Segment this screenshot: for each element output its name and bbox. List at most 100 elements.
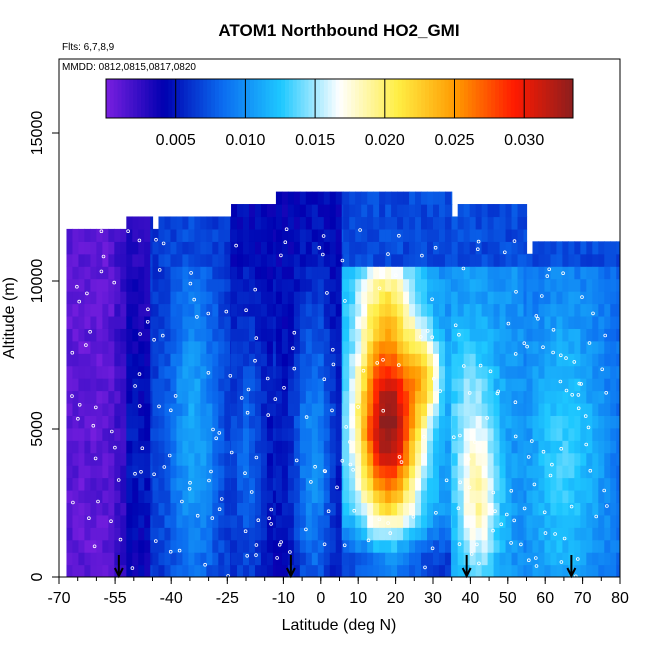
heatmap-cell (182, 266, 189, 280)
heatmap-cell (206, 452, 213, 466)
heatmap-cell (194, 427, 201, 441)
heatmap-cell (444, 315, 452, 329)
heatmap-cell (317, 216, 325, 230)
heatmap-cell (341, 278, 344, 292)
sample-point (112, 280, 116, 285)
sample-point (226, 574, 230, 577)
heatmap-cell (438, 502, 446, 516)
heatmap-cell (170, 291, 178, 305)
heatmap-cell (200, 514, 207, 528)
heatmap-cell (343, 390, 350, 404)
heatmap-cell (532, 452, 540, 466)
heatmap-cell (574, 527, 581, 541)
heatmap-cell (469, 253, 477, 267)
heatmap-cell (481, 241, 489, 255)
heatmap-cell (293, 514, 301, 528)
heatmap-cell (511, 241, 519, 255)
heatmap-cell (335, 340, 343, 354)
heatmap-cell (397, 241, 404, 255)
heatmap-cell (409, 204, 416, 218)
heatmap-cell (66, 465, 74, 479)
heatmap-cell (349, 204, 356, 218)
heatmap-cell (138, 465, 145, 479)
heatmap-cell (433, 204, 440, 218)
heatmap-cell (538, 241, 546, 255)
heatmap-cell (544, 390, 552, 404)
heatmap-cell (511, 415, 519, 429)
heatmap-cell (120, 253, 127, 267)
heatmap-cell (182, 365, 189, 379)
heatmap-cell (335, 204, 343, 218)
heatmap-cell (586, 378, 593, 392)
heatmap-cell (182, 278, 189, 292)
heatmap-cell (349, 291, 356, 305)
sample-point (461, 266, 466, 271)
heatmap-cell (556, 291, 563, 305)
heatmap-cell (361, 552, 368, 566)
heatmap-cell (218, 353, 225, 367)
heatmap-cell (598, 539, 605, 553)
heatmap-cell (355, 539, 362, 553)
heatmap-cell (438, 353, 446, 367)
heatmap-cell (403, 328, 410, 342)
heatmap-cell (126, 477, 133, 491)
heatmap-cell (132, 415, 139, 429)
heatmap-cell (526, 440, 534, 454)
heatmap-cell (538, 477, 546, 491)
colorbar-segment (141, 79, 146, 118)
heatmap-cell (108, 278, 115, 292)
heatmap-cell (367, 315, 374, 329)
heatmap-cell (311, 315, 319, 329)
heatmap-cell (218, 365, 225, 379)
heatmap-cell (323, 539, 331, 553)
colorbar-segment (495, 79, 500, 118)
heatmap-cell (293, 228, 301, 242)
heatmap-cell (463, 266, 471, 280)
heatmap-cell (200, 390, 207, 404)
heatmap-cell (604, 564, 611, 577)
heatmap-cell (409, 278, 416, 292)
heatmap-cell (505, 489, 513, 504)
heatmap-cell (505, 415, 513, 429)
heatmap-cell (260, 552, 268, 566)
heatmap-cell (78, 340, 86, 354)
heatmap-cell (293, 539, 301, 553)
heatmap-cell (457, 527, 465, 541)
heatmap-cell (152, 340, 160, 354)
heatmap-cell (598, 315, 605, 329)
heatmap-cell (126, 415, 133, 429)
heatmap-cell (355, 477, 362, 491)
heatmap-cell (568, 365, 575, 379)
heatmap-cell (287, 191, 295, 205)
heatmap-cell (188, 452, 195, 466)
heatmap-cell (457, 328, 465, 342)
colorbar-segment (537, 79, 543, 118)
heatmap-cell (580, 477, 587, 491)
colorbar-segment (320, 79, 325, 118)
heatmap-cell (138, 552, 145, 566)
heatmap-cell (493, 228, 501, 242)
heatmap-cell (231, 552, 238, 566)
heatmap-cell (218, 315, 225, 329)
heatmap-cell (385, 303, 392, 317)
heatmap-cell (102, 291, 109, 305)
heatmap-cell (72, 266, 80, 280)
heatmap-cell (403, 427, 410, 441)
heatmap-cell (592, 477, 599, 491)
heatmap-cell (150, 378, 154, 392)
heatmap-cell (176, 564, 184, 577)
heatmap-cell (200, 527, 207, 541)
colorbar-tick-label: 0.030 (504, 132, 544, 149)
heatmap-cell (164, 253, 172, 267)
heatmap-cell (275, 303, 283, 317)
heatmap-cell (343, 489, 350, 504)
heatmap-cell (487, 315, 495, 329)
heatmap-cell (194, 241, 201, 255)
sample-point (206, 311, 211, 316)
heatmap-cell (132, 340, 139, 354)
heatmap-cell (355, 228, 362, 242)
heatmap-cell (96, 303, 103, 317)
heatmap-cell (427, 278, 434, 292)
heatmap-cell (237, 204, 244, 218)
heatmap-cell (385, 365, 392, 379)
